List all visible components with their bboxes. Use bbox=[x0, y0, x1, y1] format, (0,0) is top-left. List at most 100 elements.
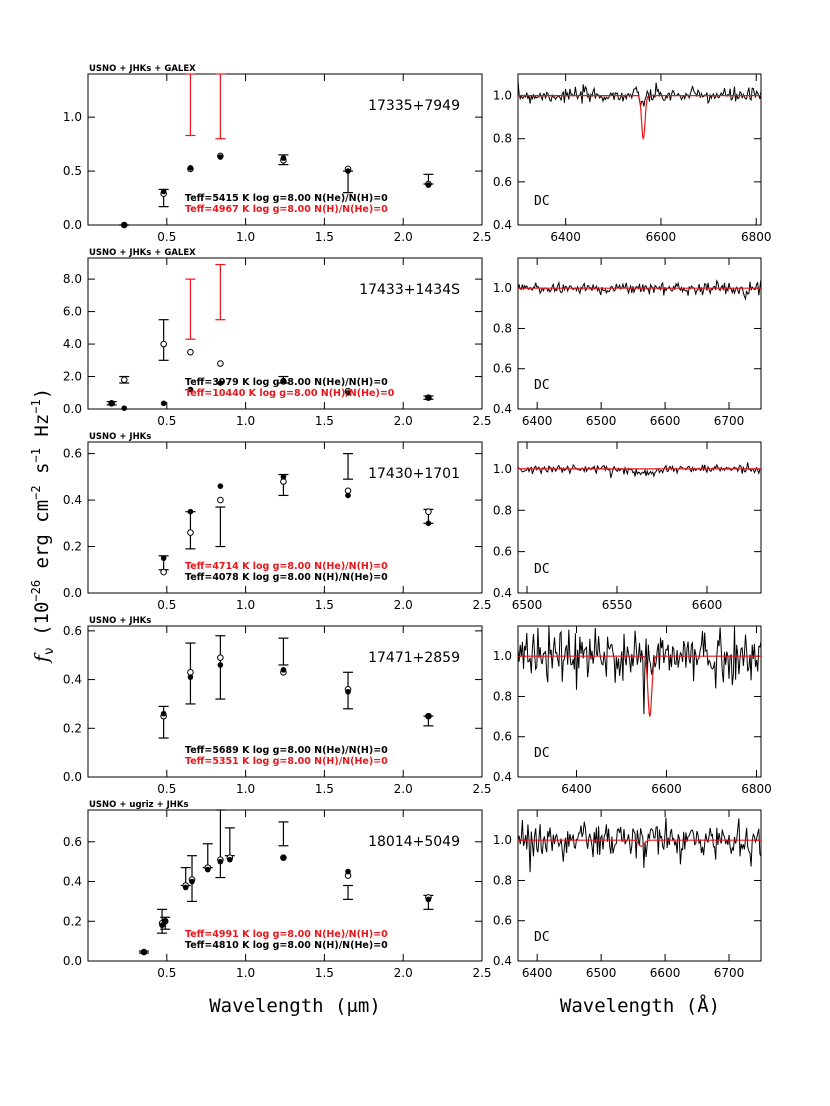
fit-parameters: Teff=5415 K log g=8.00 N(He)/N(H)=0 bbox=[185, 193, 388, 204]
sed-xtick-label: 1.0 bbox=[236, 598, 255, 612]
error-bar bbox=[215, 263, 226, 321]
object-name: 17335+7949 bbox=[368, 98, 460, 114]
model-point-filled bbox=[121, 405, 128, 411]
spec-ytick-label: 0.6 bbox=[493, 175, 512, 189]
sed-frame bbox=[87, 625, 483, 778]
spec-xtick-label: 6400 bbox=[522, 414, 553, 428]
spectrum-panel-4: 6400 6600 6800 0.4 0.6 0.8 1.0 DC bbox=[493, 625, 772, 796]
observed-spectrum bbox=[517, 278, 762, 301]
spec-ytick-label: 0.8 bbox=[493, 132, 512, 146]
sed-frame bbox=[87, 73, 483, 226]
fit-parameters: Teff=5351 K log g=8.00 N(H)/N(He)=0 bbox=[185, 756, 388, 767]
sed-xtick-label: 0.5 bbox=[157, 414, 176, 428]
model-point-filled bbox=[280, 667, 287, 673]
model-point-filled bbox=[189, 878, 195, 885]
sed-ytick-label: 6.0 bbox=[63, 305, 82, 319]
error-bar bbox=[343, 170, 354, 194]
model-point-filled bbox=[425, 182, 432, 188]
sed-xtick-label: 1.5 bbox=[315, 966, 334, 980]
sed-ytick-label: 0.0 bbox=[63, 402, 82, 416]
spec-ytick-label: 0.4 bbox=[493, 218, 512, 232]
sed-xtick-label: 0.5 bbox=[157, 782, 176, 796]
sed-panel-5: 0.5 1.0 1.5 2.0 2.5 0.0 0.2 0.4 0.6 USNO + ugriz … bbox=[63, 800, 492, 980]
spec-ytick-label: 0.6 bbox=[493, 362, 512, 376]
fit-parameters: Teff=4714 K log g=8.00 N(He)/N(H)=0 bbox=[185, 561, 388, 572]
sed-frame bbox=[87, 441, 483, 594]
model-point-filled bbox=[141, 949, 147, 955]
spec-xtick-label: 6550 bbox=[602, 598, 633, 612]
sed-xtick-label: 1.0 bbox=[236, 414, 255, 428]
spectral-type-label: DC bbox=[534, 562, 550, 577]
model-point-filled bbox=[345, 389, 351, 396]
model-point-filled bbox=[187, 386, 194, 393]
spec-xtick-label: 6700 bbox=[714, 414, 745, 428]
sed-ytick-label: 0.2 bbox=[63, 721, 82, 735]
spec-xtick-label: 6700 bbox=[714, 966, 745, 980]
model-point-filled bbox=[182, 884, 189, 891]
error-bar bbox=[215, 809, 226, 879]
observed-spectrum bbox=[517, 462, 762, 478]
sed-ytick-label: 0.0 bbox=[63, 770, 82, 784]
object-name: 17430+1701 bbox=[368, 466, 460, 482]
sed-ytick-label: 0.5 bbox=[63, 164, 82, 178]
sed-ytick-label: 0.0 bbox=[63, 954, 82, 968]
model-point-filled bbox=[160, 400, 167, 407]
spec-xtick-label: 6800 bbox=[741, 230, 772, 244]
spec-ytick-label: 1.0 bbox=[493, 833, 512, 847]
object-name: 17433+1434S bbox=[359, 282, 460, 298]
model-point-open bbox=[425, 508, 432, 515]
spectrum-panel-1: 6400 6600 6800 0.4 0.6 0.8 1.0 DC bbox=[493, 73, 772, 244]
spectrum-panel-3: 6500 6550 6600 0.4 0.6 0.8 1.0 DC bbox=[493, 441, 762, 612]
sed-xtick-label: 1.5 bbox=[315, 598, 334, 612]
spectral-type-label: DC bbox=[534, 746, 550, 761]
error-bar bbox=[343, 884, 354, 901]
sed-ytick-label: 0.6 bbox=[63, 447, 82, 461]
object-name: 17471+2859 bbox=[368, 650, 460, 666]
model-point-filled bbox=[217, 483, 224, 489]
spec-ytick-label: 1.0 bbox=[493, 89, 512, 103]
spec-ytick-label: 1.0 bbox=[493, 281, 512, 295]
sed-xtick-label: 1.5 bbox=[315, 782, 334, 796]
spec-xtick-label: 6400 bbox=[561, 782, 592, 796]
sed-ytick-label: 0.4 bbox=[63, 875, 82, 889]
fit-parameters: Teff=4991 K log g=8.00 N(He)/N(H)=0 bbox=[185, 929, 388, 940]
sed-xtick-label: 1.0 bbox=[236, 782, 255, 796]
spec-xtick-label: 6600 bbox=[651, 782, 682, 796]
model-point-open bbox=[217, 654, 224, 661]
spec-ytick-label: 0.4 bbox=[493, 954, 512, 968]
model-point-filled bbox=[160, 188, 167, 195]
sed-xtick-label: 1.5 bbox=[315, 414, 334, 428]
spec-xtick-label: 6500 bbox=[586, 966, 617, 980]
photometry-label: USNO + JHKs + GALEX bbox=[89, 64, 196, 74]
spec-ytick-label: 0.8 bbox=[493, 689, 512, 703]
spec-xtick-label: 6800 bbox=[741, 782, 772, 796]
sed-panel-2: 0.5 1.0 1.5 2.0 2.5 0.0 2.0 4.0 6.0 8.0 USNO + JHK… bbox=[63, 248, 492, 428]
sed-xtick-label: 1.0 bbox=[236, 966, 255, 980]
spec-xtick-label: 6500 bbox=[586, 414, 617, 428]
model-point-open bbox=[160, 340, 167, 348]
model-point-filled bbox=[162, 918, 169, 925]
spec-ytick-label: 1.0 bbox=[493, 649, 512, 663]
model-point-filled bbox=[159, 922, 165, 929]
error-bar bbox=[158, 319, 169, 361]
spec-xtick-label: 6600 bbox=[650, 966, 681, 980]
object-name: 18014+5049 bbox=[368, 834, 460, 850]
sed-ytick-label: 2.0 bbox=[63, 370, 82, 384]
sed-ytick-label: 0.4 bbox=[63, 673, 82, 687]
sed-xtick-label: 2.5 bbox=[472, 598, 491, 612]
model-point-open bbox=[187, 348, 194, 356]
sed-frame bbox=[87, 809, 483, 962]
spec-ytick-label: 0.8 bbox=[493, 873, 512, 887]
spec-xtick-label: 6500 bbox=[512, 598, 543, 612]
spec-ytick-label: 0.4 bbox=[493, 770, 512, 784]
spec-frame bbox=[517, 625, 762, 778]
model-point-open bbox=[217, 496, 224, 504]
model-point-filled bbox=[187, 674, 194, 680]
spec-xtick-label: 6600 bbox=[650, 414, 681, 428]
sed-xtick-label: 1.5 bbox=[315, 230, 334, 244]
sed-panel-3: 0.5 1.0 1.5 2.0 2.5 0.0 0.2 0.4 0.6 USNO + JHKs 17… bbox=[63, 432, 492, 612]
spec-xtick-label: 6600 bbox=[646, 230, 677, 244]
model-point-filled bbox=[160, 710, 167, 717]
spec-ytick-label: 0.6 bbox=[493, 914, 512, 928]
sed-ytick-label: 4.0 bbox=[63, 337, 82, 351]
